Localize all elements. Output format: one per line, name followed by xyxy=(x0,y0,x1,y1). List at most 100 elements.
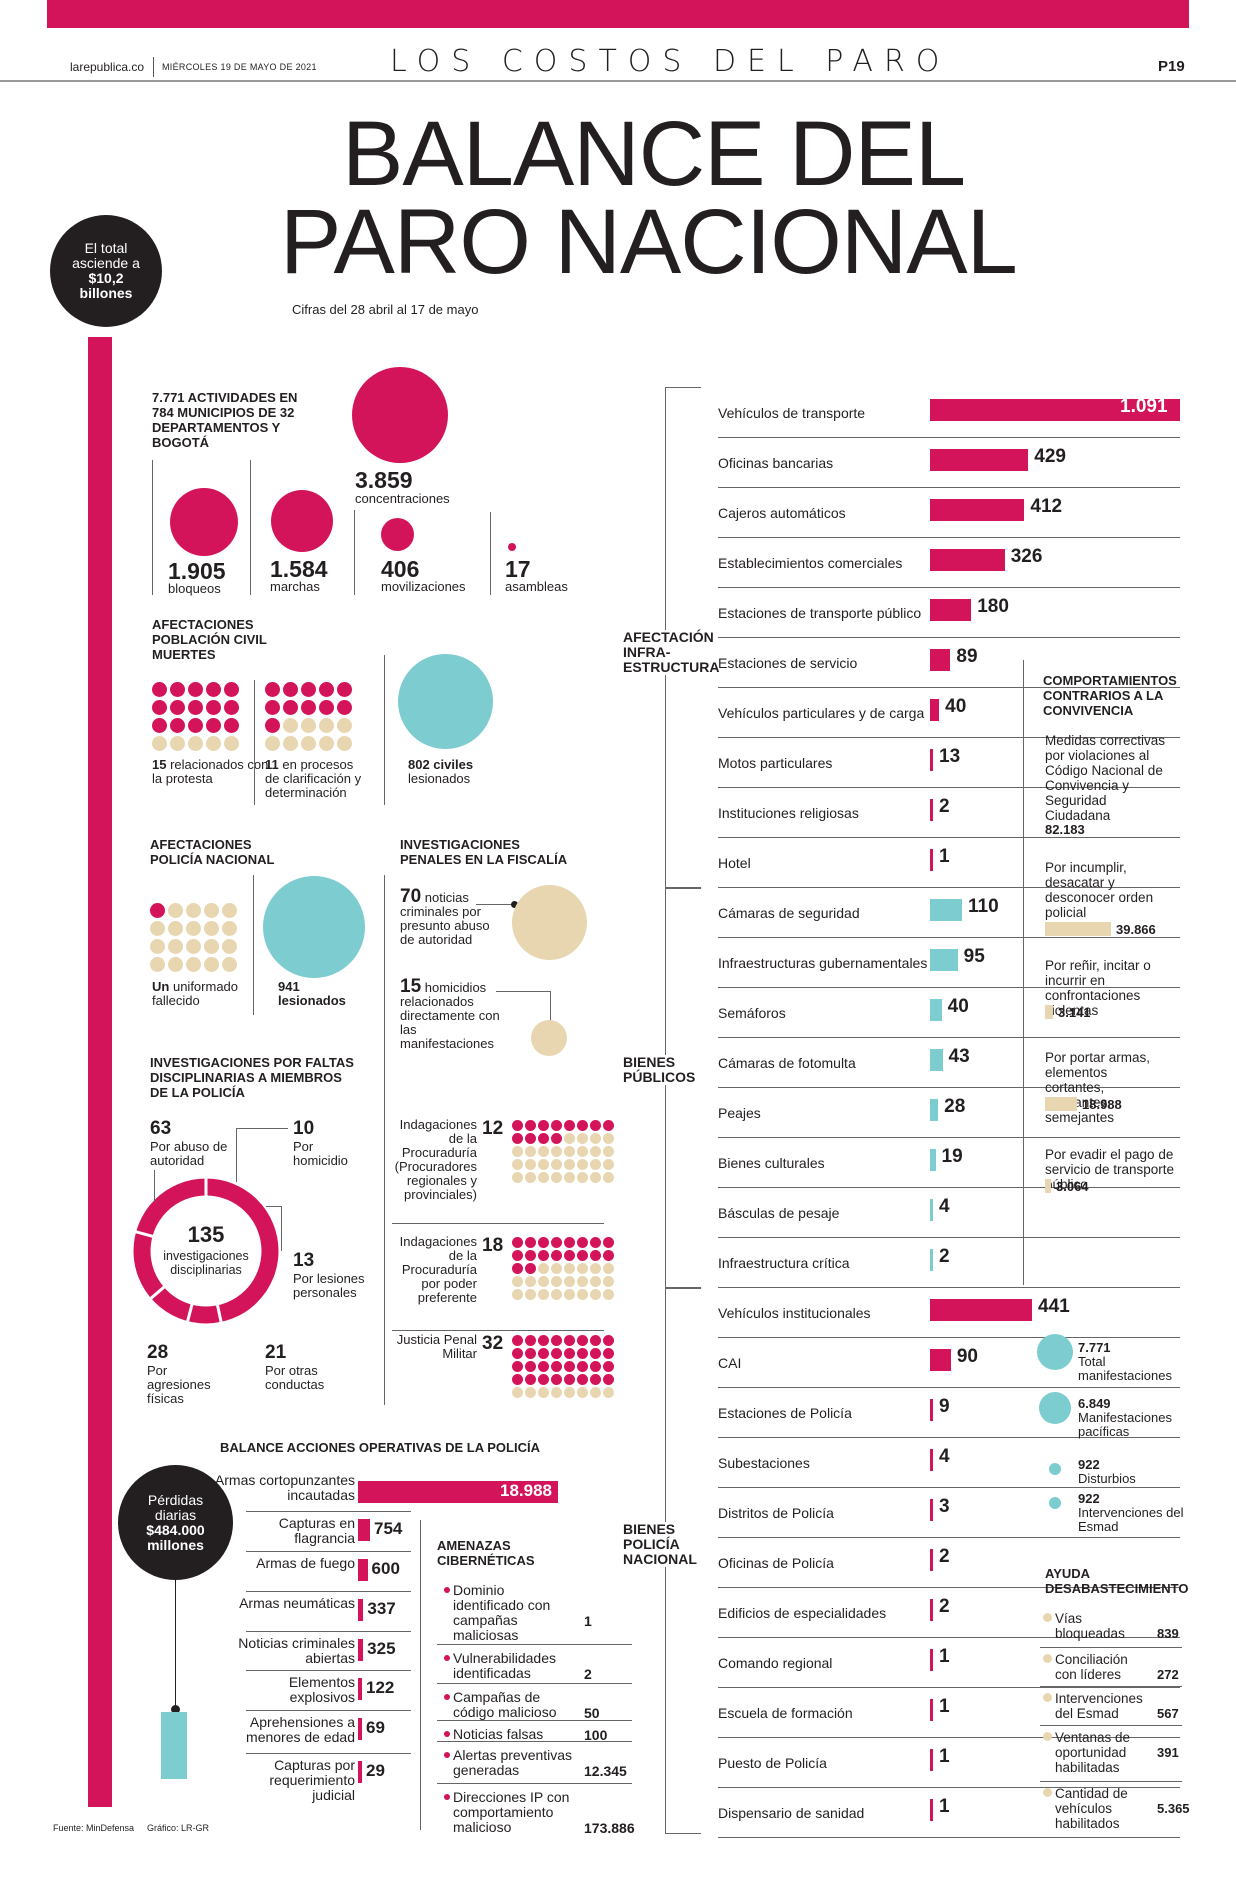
pink-dot xyxy=(603,1348,614,1359)
civil-process-label: en procesos de clarificación y determina… xyxy=(265,757,362,800)
beige-dot xyxy=(577,1159,588,1170)
subtitle: Cifras del 28 abril al 17 de mayo xyxy=(292,302,479,317)
civil-dots-process xyxy=(265,682,352,751)
beige-dot xyxy=(564,1159,575,1170)
pink-dot xyxy=(590,1348,601,1359)
beige-dot xyxy=(150,921,165,936)
pink-dot xyxy=(564,1348,575,1359)
manif-circle xyxy=(1049,1463,1061,1475)
cyber-label: Dominio identificado con campañas malici… xyxy=(453,1582,551,1643)
pink-dot xyxy=(512,1348,523,1359)
bloqueos-number: 1.905 xyxy=(168,558,226,584)
cyber-bullet xyxy=(444,1752,450,1758)
pink-dot xyxy=(283,700,298,715)
policeprop-row-label: CAI xyxy=(718,1355,742,1371)
infra-row: Hotel 1 xyxy=(718,837,1180,888)
infra-row-label: Cajeros automáticos xyxy=(718,505,846,521)
beige-dot xyxy=(577,1387,588,1398)
op-bar xyxy=(358,1761,362,1783)
pink-dot xyxy=(525,1348,536,1359)
infra-category: AFECTACIÓN INFRA-ESTRUCTURA xyxy=(623,629,720,675)
public-row-label: Cámaras de seguridad xyxy=(718,905,860,921)
beige-dot xyxy=(577,1263,588,1274)
op-divider xyxy=(246,1710,411,1711)
op-bar xyxy=(358,1599,364,1621)
manif-number: 6.849 xyxy=(1078,1396,1111,1411)
supply-dot xyxy=(1043,1788,1052,1797)
infra-row-number: 40 xyxy=(945,696,967,717)
activities-divider xyxy=(354,510,355,595)
activities-divider xyxy=(152,460,153,595)
public-row-number: 110 xyxy=(968,896,999,917)
infra-row-bar xyxy=(930,449,1029,471)
civil-dots-protest xyxy=(152,682,239,751)
infra-row-bar xyxy=(930,699,940,721)
beige-dot xyxy=(337,718,352,733)
policeprop-row-bar xyxy=(930,1349,951,1371)
policeprop-row-label: Oficinas de Policía xyxy=(718,1555,834,1571)
top-color-bar xyxy=(47,0,1189,28)
public-bracket xyxy=(665,887,701,1289)
pink-dot xyxy=(301,682,316,697)
beige-dot xyxy=(590,1387,601,1398)
policeprop-row-number: 1 xyxy=(939,1746,950,1767)
disc-homicidio-number: 10 xyxy=(293,1118,315,1139)
civil-process-number: 11 xyxy=(265,757,279,772)
total-l3: $10,2 xyxy=(88,270,124,286)
losses-l4: millones xyxy=(147,1536,204,1553)
policeprop-row: Puesto de Policía 1 xyxy=(718,1737,1180,1788)
disciplinary-total-label: investigaciones disciplinarias xyxy=(163,1249,249,1277)
pink-dot xyxy=(538,1348,549,1359)
beige-dot xyxy=(168,903,183,918)
supply-heading: AYUDA DESABASTECIMIENTO xyxy=(1045,1566,1189,1596)
fiscalia-item-a: 70 noticias criminales por presunto abus… xyxy=(400,887,500,947)
policeprop-row-bar xyxy=(930,1499,933,1521)
beige-dot xyxy=(538,1289,549,1300)
infra-row-label: Oficinas bancarias xyxy=(718,455,834,471)
supply-number: 391 xyxy=(1157,1745,1179,1760)
beige-dot xyxy=(525,1276,536,1287)
public-row: Bienes culturales 19 xyxy=(718,1137,1180,1188)
beige-dot xyxy=(551,1263,562,1274)
disc-otras-number: 21 xyxy=(265,1342,287,1363)
policeprop-row: Escuela de formación 1 xyxy=(718,1687,1180,1738)
conv-number: 39.866 xyxy=(1116,922,1156,937)
pink-dot xyxy=(577,1120,588,1131)
beige-dot xyxy=(551,1276,562,1287)
fiscalia-b-connector xyxy=(496,991,550,992)
pink-dot xyxy=(538,1120,549,1131)
infra-row: Vehículos particulares y de carga 40 xyxy=(718,687,1180,738)
beige-dot xyxy=(538,1387,549,1398)
manif-circle xyxy=(1049,1497,1061,1509)
site-name[interactable]: larepublica.co xyxy=(70,60,145,74)
op-label: Capturas en flagrancia xyxy=(278,1515,355,1546)
procu-divider xyxy=(392,1223,604,1224)
pink-dot xyxy=(538,1335,549,1346)
op-bar xyxy=(358,1718,362,1740)
public-row-label: Infraestructura crítica xyxy=(718,1255,850,1271)
donut-separator xyxy=(215,1303,223,1324)
policeprop-row-label: Vehículos institucionales xyxy=(718,1305,871,1321)
public-row-label: Peajes xyxy=(718,1105,761,1121)
op-label: Armas neumáticas xyxy=(239,1595,355,1611)
disc-lesiones-number: 13 xyxy=(293,1250,315,1271)
fiscalia-b-number: 15 xyxy=(400,976,422,997)
beige-dot xyxy=(590,1276,601,1287)
police-dead-label: uniformado fallecido xyxy=(152,979,239,1008)
pink-dot xyxy=(188,718,203,733)
pink-dot xyxy=(564,1250,575,1261)
pink-dot xyxy=(265,682,280,697)
disc-abuso-connector xyxy=(154,1170,155,1202)
supply-divider xyxy=(1040,1725,1182,1726)
police-dead-bold: Un xyxy=(152,979,170,994)
manif-label: Manifestaciones pacíficas xyxy=(1078,1410,1172,1439)
disciplinary-heading: INVESTIGACIONES POR FALTAS DISCIPLINARIA… xyxy=(150,1055,354,1100)
public-row-number: 28 xyxy=(944,1096,966,1117)
beige-dot xyxy=(152,736,167,751)
bloqueos-label: bloqueos xyxy=(168,581,221,596)
pink-dot xyxy=(564,1335,575,1346)
procu-dots xyxy=(512,1120,614,1183)
infra-row-number: 1.091 xyxy=(1120,396,1168,417)
procu-number: 18 xyxy=(482,1235,504,1256)
public-row-number: 4 xyxy=(939,1196,950,1217)
